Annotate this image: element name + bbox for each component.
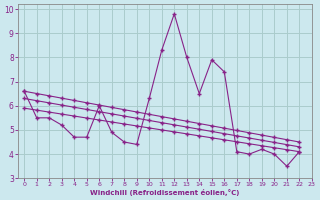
X-axis label: Windchill (Refroidissement éolien,°C): Windchill (Refroidissement éolien,°C) [90,189,240,196]
